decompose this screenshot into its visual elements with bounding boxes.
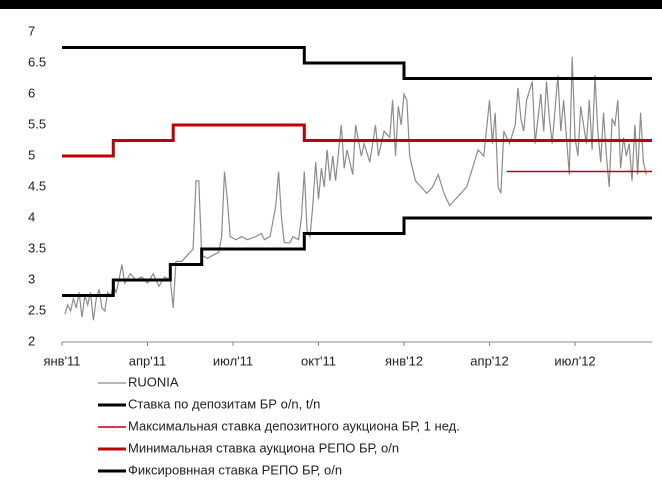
series-line <box>62 46 652 80</box>
legend-label: Ставка по депозитам БР o/n, t/n <box>128 396 320 411</box>
x-tick-label: апр'11 <box>129 353 166 368</box>
x-tick-label: апр'12 <box>470 353 508 368</box>
top-bar <box>0 0 662 9</box>
y-tick-label: 4.5 <box>28 178 46 193</box>
series-line <box>62 123 652 158</box>
series-line <box>62 216 652 297</box>
x-tick-label: окт'11 <box>301 353 336 368</box>
legend-label: RUONIA <box>128 374 179 389</box>
legend-label: Фиксировнная ставка РЕПО БР, o/n <box>128 462 342 477</box>
y-tick-label: 3 <box>28 271 35 286</box>
y-tick-label: 2 <box>28 333 35 348</box>
x-tick-label: июл'12 <box>554 353 595 368</box>
y-tick-label: 3.5 <box>28 240 46 255</box>
y-tick-label: 5 <box>28 147 35 162</box>
legend-label: Максимальная ставка депозитного аукциона… <box>128 418 460 433</box>
y-tick-label: 4 <box>28 209 35 224</box>
x-tick-label: июл'11 <box>213 353 253 368</box>
legend-label: Минимальная ставка аукциона РЕПО БР, o/n <box>128 440 399 455</box>
y-tick-label: 5.5 <box>28 116 46 131</box>
x-tick-label: янв'12 <box>385 353 423 368</box>
y-tick-label: 6 <box>28 85 35 100</box>
y-tick-label: 7 <box>28 23 35 38</box>
y-tick-label: 2.5 <box>28 302 46 317</box>
y-tick-label: 6.5 <box>28 54 46 69</box>
x-tick-label: янв'11 <box>43 353 80 368</box>
